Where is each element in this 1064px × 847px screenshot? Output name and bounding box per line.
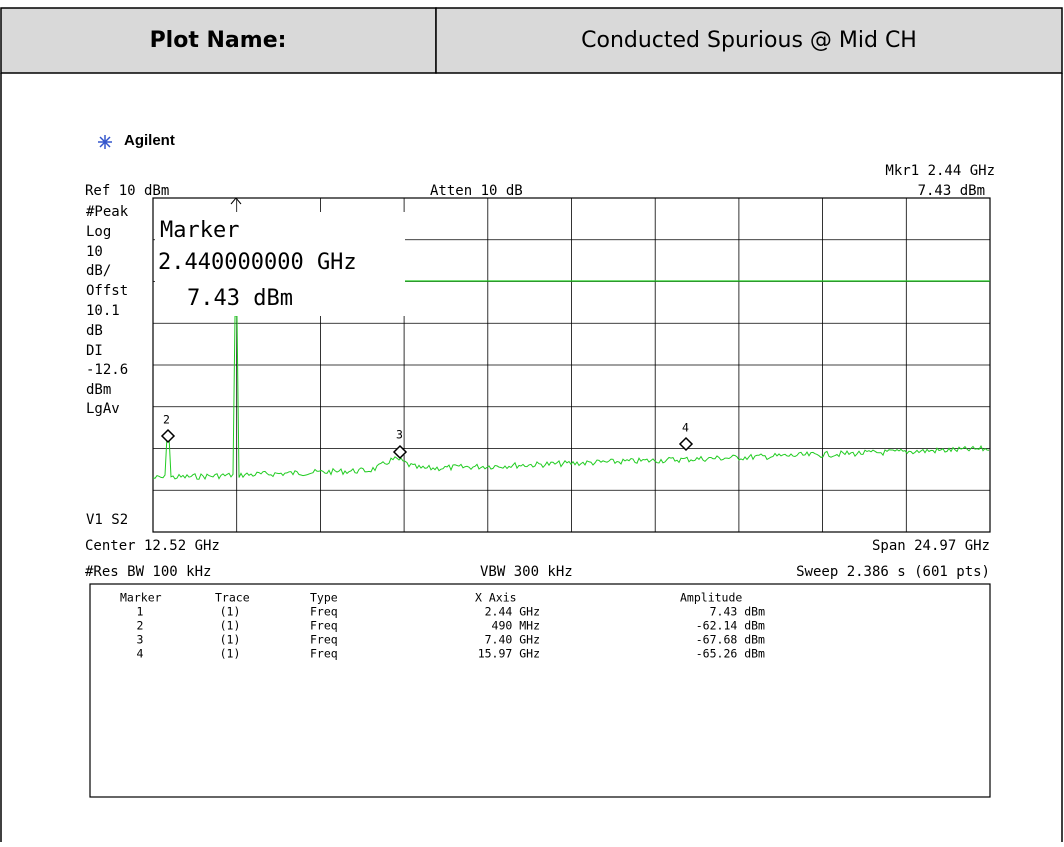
center-freq: Center 12.52 GHz <box>85 538 220 554</box>
marker-box-bg <box>155 212 405 316</box>
side-label: Offst <box>86 283 128 299</box>
table-header: Amplitude <box>680 591 742 605</box>
side-label: DI <box>86 343 103 359</box>
attenuation: Atten 10 dB <box>430 183 523 199</box>
ref-level: Ref 10 dBm <box>85 183 169 199</box>
side-label: #Peak <box>86 204 129 220</box>
marker-box-title: Marker <box>160 218 239 243</box>
table-cell: 1 <box>137 605 144 619</box>
table-cell: Freq <box>310 605 338 619</box>
header-label: Plot Name: <box>150 28 287 53</box>
side-label: V1 S2 <box>86 512 128 528</box>
table-cell: (1) <box>220 605 241 619</box>
side-label: -12.6 <box>86 362 128 378</box>
header-value: Conducted Spurious @ Mid CH <box>581 28 917 53</box>
trace <box>152 315 990 480</box>
table-cell: 2 <box>137 619 144 633</box>
marker-readout: Mkr1 2.44 GHz <box>885 163 995 179</box>
logo <box>98 135 112 149</box>
table-cell: 7.43 dBm <box>710 605 765 619</box>
header-value-cell <box>435 7 1063 74</box>
marker-box-freq: 2.440000000 GHz <box>158 250 357 275</box>
table-cell: -67.68 dBm <box>696 633 765 647</box>
table-cell: Freq <box>310 633 338 647</box>
table-cell: (1) <box>220 619 241 633</box>
marker-table-frame <box>89 583 991 798</box>
display-frame <box>152 197 991 533</box>
span: Span 24.97 GHz <box>872 538 990 554</box>
marker-table: Marker Trace Type X Axis Amplitude 1 (1) Freq 2.… <box>120 591 765 661</box>
ref-caret <box>230 197 242 205</box>
table-header: X Axis <box>475 591 517 605</box>
side-label: dBm <box>86 382 111 398</box>
table-cell: (1) <box>220 633 241 647</box>
table-cell: Freq <box>310 647 338 661</box>
header-label-cell <box>0 7 437 74</box>
table-header: Type <box>310 591 338 605</box>
table-cell: Freq <box>310 619 338 633</box>
res-bw: #Res BW 100 kHz <box>85 564 211 580</box>
marker-amplitude: 7.43 dBm <box>918 183 985 199</box>
trace-markers <box>160 428 694 460</box>
side-label: dB/ <box>86 263 111 279</box>
table-header: Marker <box>120 591 162 605</box>
display-grid <box>153 198 990 532</box>
table-cell: -62.14 dBm <box>696 619 765 633</box>
side-label: Log <box>86 224 111 240</box>
table-cell: 2.44 GHz <box>485 605 540 619</box>
table-cell: 15.97 GHz <box>478 647 540 661</box>
table-cell: -65.26 dBm <box>696 647 765 661</box>
table-cell: 490 MHz <box>492 619 540 633</box>
side-label: dB <box>86 323 103 339</box>
side-label: 10.1 <box>86 303 120 319</box>
brand: Agilent <box>124 132 175 149</box>
table-cell: 4 <box>137 647 144 661</box>
vbw: VBW 300 kHz <box>480 564 573 580</box>
table-header: Trace <box>215 591 250 605</box>
marker-box-amp: 7.43 dBm <box>187 286 293 311</box>
sweep: Sweep 2.386 s (601 pts) <box>796 564 990 580</box>
trace-marker-label: 3 <box>396 428 403 442</box>
table-cell: 7.40 GHz <box>485 633 540 647</box>
side-label: LgAv <box>86 401 120 417</box>
table-cell: (1) <box>220 647 241 661</box>
side-label: 10 <box>86 244 103 260</box>
table-cell: 3 <box>137 633 144 647</box>
trace-marker-label: 2 <box>163 413 170 427</box>
trace-marker-label: 4 <box>682 421 689 435</box>
